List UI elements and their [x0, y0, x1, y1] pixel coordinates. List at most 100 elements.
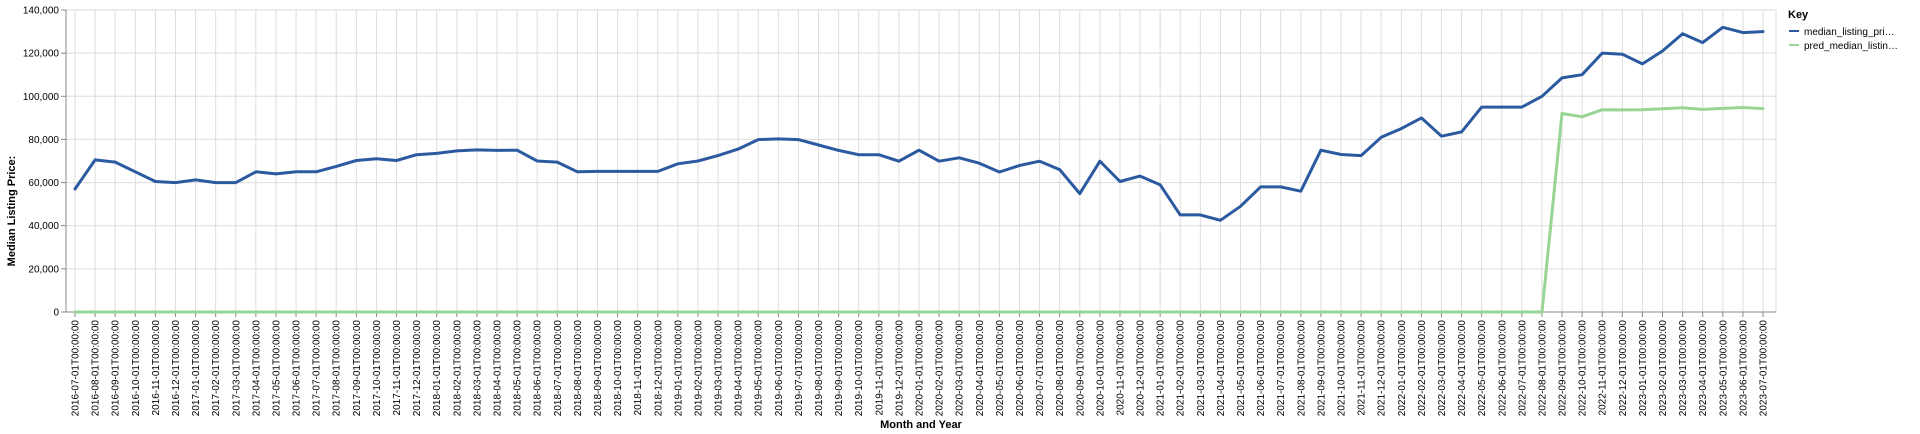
x-tick-label: 2021-05-01T00:00:00 [1236, 320, 1247, 417]
x-tick-label: 2020-03-01T00:00:00 [955, 320, 966, 417]
y-tick-label: 60,000 [28, 178, 59, 189]
x-tick-label: 2018-01-01T00:00:00 [432, 320, 443, 417]
x-tick-label: 2019-06-01T00:00:00 [774, 320, 785, 417]
x-tick-label: 2022-11-01T00:00:00 [1598, 320, 1609, 416]
x-tick-label: 2022-06-01T00:00:00 [1497, 320, 1508, 417]
x-tick-label: 2017-08-01T00:00:00 [332, 320, 343, 417]
x-tick-label: 2018-09-01T00:00:00 [593, 320, 604, 417]
x-tick-label: 2017-03-01T00:00:00 [231, 320, 242, 417]
legend: Key median_listing_pri… pred_median_list… [1788, 9, 1898, 52]
x-tick-label: 2018-10-01T00:00:00 [613, 320, 624, 417]
x-tick-label: 2019-10-01T00:00:00 [854, 320, 865, 417]
y-tick-label: 20,000 [28, 264, 59, 275]
x-tick-label: 2022-03-01T00:00:00 [1437, 320, 1448, 417]
x-tick-label: 2019-05-01T00:00:00 [754, 320, 765, 417]
x-tick-label: 2021-06-01T00:00:00 [1256, 320, 1267, 417]
x-tick-label: 2022-01-01T00:00:00 [1397, 320, 1408, 417]
x-tick-label: 2019-12-01T00:00:00 [894, 320, 905, 417]
x-tick-label: 2022-09-01T00:00:00 [1558, 320, 1569, 417]
x-tick-label: 2016-07-01T00:00:00 [71, 320, 82, 417]
x-tick-label: 2022-08-01T00:00:00 [1537, 320, 1548, 417]
x-tick-label: 2016-08-01T00:00:00 [91, 320, 102, 417]
x-tick-label: 2016-09-01T00:00:00 [111, 320, 122, 417]
x-tick-label: 2020-11-01T00:00:00 [1115, 320, 1126, 416]
x-tick-label: 2018-06-01T00:00:00 [533, 320, 544, 417]
legend-title: Key [1788, 9, 1809, 21]
x-tick-label: 2018-02-01T00:00:00 [452, 320, 463, 417]
x-tick-label: 2020-06-01T00:00:00 [1015, 320, 1026, 417]
x-tick-label: 2019-09-01T00:00:00 [834, 320, 845, 417]
x-tick-label: 2021-12-01T00:00:00 [1377, 320, 1388, 417]
x-tick-label: 2019-04-01T00:00:00 [734, 320, 745, 417]
x-tick-label: 2020-01-01T00:00:00 [915, 320, 926, 417]
x-tick-label: 2023-02-01T00:00:00 [1658, 320, 1669, 417]
x-tick-label: 2020-10-01T00:00:00 [1095, 320, 1106, 417]
x-tick-label: 2023-01-01T00:00:00 [1638, 320, 1649, 417]
y-axis-title: Median Listing Price: [6, 156, 18, 267]
median-listing-price-line [73, 25, 1765, 222]
x-tick-label: 2017-01-01T00:00:00 [191, 320, 202, 417]
x-axis-title: Month and Year [880, 419, 962, 431]
x-tick-label: 2018-03-01T00:00:00 [472, 320, 483, 417]
grid-lines [66, 9, 1777, 313]
x-tick-label: 2021-10-01T00:00:00 [1337, 320, 1348, 417]
x-tick-label: 2022-02-01T00:00:00 [1417, 320, 1428, 417]
x-tick-label: 2017-11-01T00:00:00 [392, 320, 403, 416]
x-tick-label: 2017-05-01T00:00:00 [271, 320, 282, 417]
y-tick-label: 100,000 [23, 92, 60, 103]
x-tick-label: 2018-07-01T00:00:00 [553, 320, 564, 417]
y-tick-label: 80,000 [28, 135, 59, 146]
x-tick-label: 2016-10-01T00:00:00 [131, 320, 142, 417]
x-tick-label: 2020-07-01T00:00:00 [1035, 320, 1046, 417]
x-tick-label: 2017-04-01T00:00:00 [251, 320, 262, 417]
y-tick-label: 0 [53, 308, 59, 319]
x-tick-label: 2019-08-01T00:00:00 [814, 320, 825, 417]
y-tick-label: 120,000 [23, 49, 60, 60]
pred-median-listing-price-line [73, 106, 1765, 314]
x-tick-label: 2021-03-01T00:00:00 [1196, 320, 1207, 417]
x-tick-label: 2021-01-01T00:00:00 [1156, 320, 1167, 417]
y-tick-label: 140,000 [23, 6, 60, 17]
x-tick-label: 2022-04-01T00:00:00 [1457, 320, 1468, 417]
x-tick-label: 2020-05-01T00:00:00 [995, 320, 1006, 417]
x-tick-label: 2021-09-01T00:00:00 [1316, 320, 1327, 417]
legend-label-pred-median-listing-price: pred_median_listin… [1804, 41, 1898, 52]
y-axis: 0 20,000 40,000 60,000 80,000 100,000 120,000 1… [23, 6, 67, 319]
x-tick-label: 2023-06-01T00:00:00 [1738, 320, 1749, 417]
x-tick-label: 2021-04-01T00:00:00 [1216, 320, 1227, 417]
x-tick-label: 2021-07-01T00:00:00 [1276, 320, 1287, 417]
x-tick-label: 2017-07-01T00:00:00 [312, 320, 323, 417]
x-tick-label: 2017-06-01T00:00:00 [292, 320, 303, 417]
x-tick-label: 2021-08-01T00:00:00 [1296, 320, 1307, 417]
x-tick-label: 2017-10-01T00:00:00 [372, 320, 383, 417]
x-tick-label: 2021-02-01T00:00:00 [1176, 320, 1187, 417]
x-tick-label: 2017-12-01T00:00:00 [412, 320, 423, 417]
x-tick-label: 2019-02-01T00:00:00 [693, 320, 704, 417]
x-tick-label: 2017-02-01T00:00:00 [211, 320, 222, 417]
x-tick-label: 2020-02-01T00:00:00 [935, 320, 946, 417]
series-lines [73, 25, 1765, 314]
legend-label-median-listing-price: median_listing_pri… [1804, 27, 1895, 38]
x-tick-label: 2018-08-01T00:00:00 [573, 320, 584, 417]
x-tick-label: 2016-12-01T00:00:00 [171, 320, 182, 417]
x-tick-label: 2018-12-01T00:00:00 [653, 320, 664, 417]
x-tick-label: 2018-04-01T00:00:00 [493, 320, 504, 417]
x-tick-label: 2019-11-01T00:00:00 [874, 320, 885, 416]
x-tick-label: 2020-09-01T00:00:00 [1075, 320, 1086, 417]
x-tick-label: 2023-04-01T00:00:00 [1698, 320, 1709, 417]
x-tick-label: 2022-12-01T00:00:00 [1618, 320, 1629, 417]
x-tick-label: 2022-10-01T00:00:00 [1578, 320, 1589, 417]
y-tick-label: 40,000 [28, 221, 59, 232]
x-tick-label: 2023-07-01T00:00:00 [1759, 320, 1770, 417]
x-tick-label: 2021-11-01T00:00:00 [1357, 320, 1368, 416]
x-tick-label: 2019-03-01T00:00:00 [714, 320, 725, 417]
x-tick-label: 2020-12-01T00:00:00 [1136, 320, 1147, 417]
x-tick-label: 2023-05-01T00:00:00 [1718, 320, 1729, 417]
x-tick-label: 2023-03-01T00:00:00 [1678, 320, 1689, 417]
x-tick-label: 2022-07-01T00:00:00 [1517, 320, 1528, 417]
x-axis: 2016-07-01T00:00:00 2016-08-01T00:00:00 20… [66, 311, 1776, 417]
x-tick-label: 2019-07-01T00:00:00 [794, 320, 805, 417]
x-tick-label: 2022-05-01T00:00:00 [1477, 320, 1488, 417]
x-tick-label: 2020-04-01T00:00:00 [975, 320, 986, 417]
